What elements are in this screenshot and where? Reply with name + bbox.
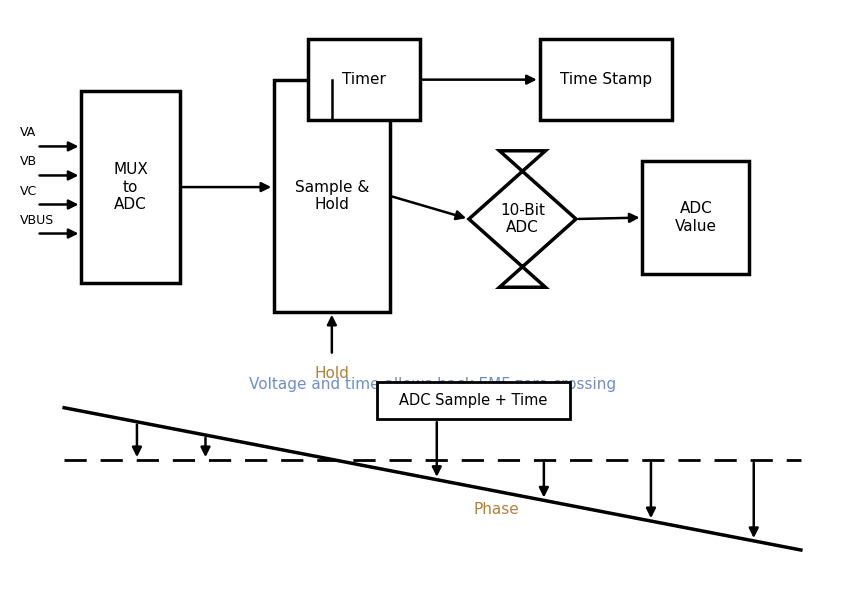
Text: Timer: Timer xyxy=(342,72,386,87)
FancyBboxPatch shape xyxy=(81,91,180,283)
Text: ADC Sample + Time: ADC Sample + Time xyxy=(399,393,548,408)
Text: VA: VA xyxy=(20,127,35,140)
Polygon shape xyxy=(469,151,576,287)
FancyBboxPatch shape xyxy=(308,39,420,120)
Text: VB: VB xyxy=(20,155,36,168)
FancyBboxPatch shape xyxy=(377,382,569,419)
Text: Voltage and time allows back EMF zero crossing: Voltage and time allows back EMF zero cr… xyxy=(249,377,616,392)
Text: Sample &
Hold: Sample & Hold xyxy=(295,180,369,212)
FancyBboxPatch shape xyxy=(274,80,389,312)
Text: 10-Bit
ADC: 10-Bit ADC xyxy=(500,203,545,235)
Text: MUX
to
ADC: MUX to ADC xyxy=(113,162,148,212)
FancyBboxPatch shape xyxy=(540,39,672,120)
Text: Time Stamp: Time Stamp xyxy=(560,72,652,87)
Text: Phase: Phase xyxy=(474,502,520,517)
Text: ADC
Value: ADC Value xyxy=(675,201,717,234)
Text: Hold: Hold xyxy=(314,366,349,381)
Text: VC: VC xyxy=(20,184,37,197)
FancyBboxPatch shape xyxy=(643,161,749,274)
Text: VBUS: VBUS xyxy=(20,214,54,227)
